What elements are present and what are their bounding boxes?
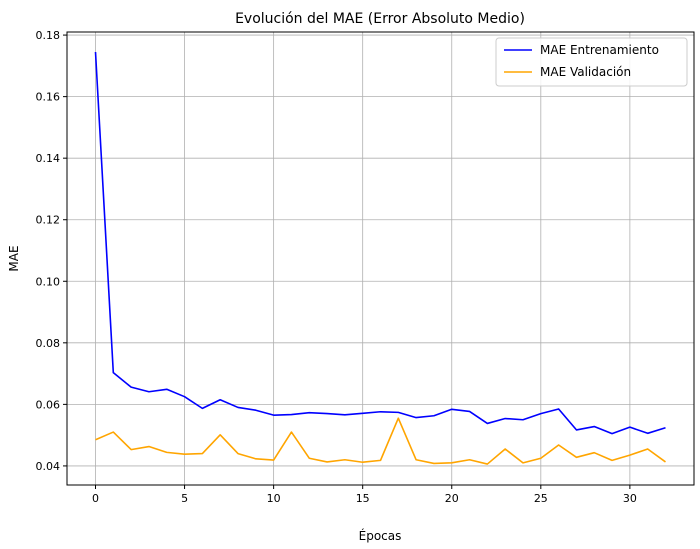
legend: MAE Entrenamiento MAE Validación	[495, 37, 688, 87]
x-tick-label: 5	[181, 492, 188, 505]
y-axis-label: MAE	[7, 245, 21, 271]
x-tick-label: 15	[356, 492, 370, 505]
legend-box	[495, 37, 688, 87]
y-axis-ticks: 0.04 0.06 0.08 0.10 0.12 0.14 0.16 0.18	[36, 29, 67, 473]
grid	[67, 32, 694, 485]
x-axis-label: Épocas	[359, 528, 402, 543]
chart-title: Evolución del MAE (Error Absoluto Medio)	[235, 11, 525, 27]
series-lines	[94, 51, 666, 465]
y-tick-label: 0.10	[36, 275, 61, 288]
x-tick-label: 10	[267, 492, 281, 505]
plot-area-frame	[66, 31, 695, 486]
y-tick-label: 0.18	[36, 29, 61, 42]
x-tick-label: 25	[534, 492, 548, 505]
legend-entry-label: MAE Validación	[540, 65, 631, 79]
x-axis-ticks: 0 5 10 15 20 25 30	[92, 485, 637, 505]
y-tick-label: 0.06	[36, 398, 61, 411]
y-tick-label: 0.12	[36, 214, 61, 227]
series-line-mae-entrenamiento	[94, 51, 666, 435]
y-tick-label: 0.14	[36, 152, 61, 165]
x-tick-label: 20	[445, 492, 459, 505]
y-tick-label: 0.16	[36, 91, 61, 104]
y-tick-label: 0.04	[36, 460, 61, 473]
x-tick-label: 0	[92, 492, 99, 505]
y-tick-label: 0.08	[36, 337, 61, 350]
series-line-mae-validacion	[95, 417, 666, 465]
legend-entry-label: MAE Entrenamiento	[540, 43, 659, 57]
x-tick-label: 30	[623, 492, 637, 505]
